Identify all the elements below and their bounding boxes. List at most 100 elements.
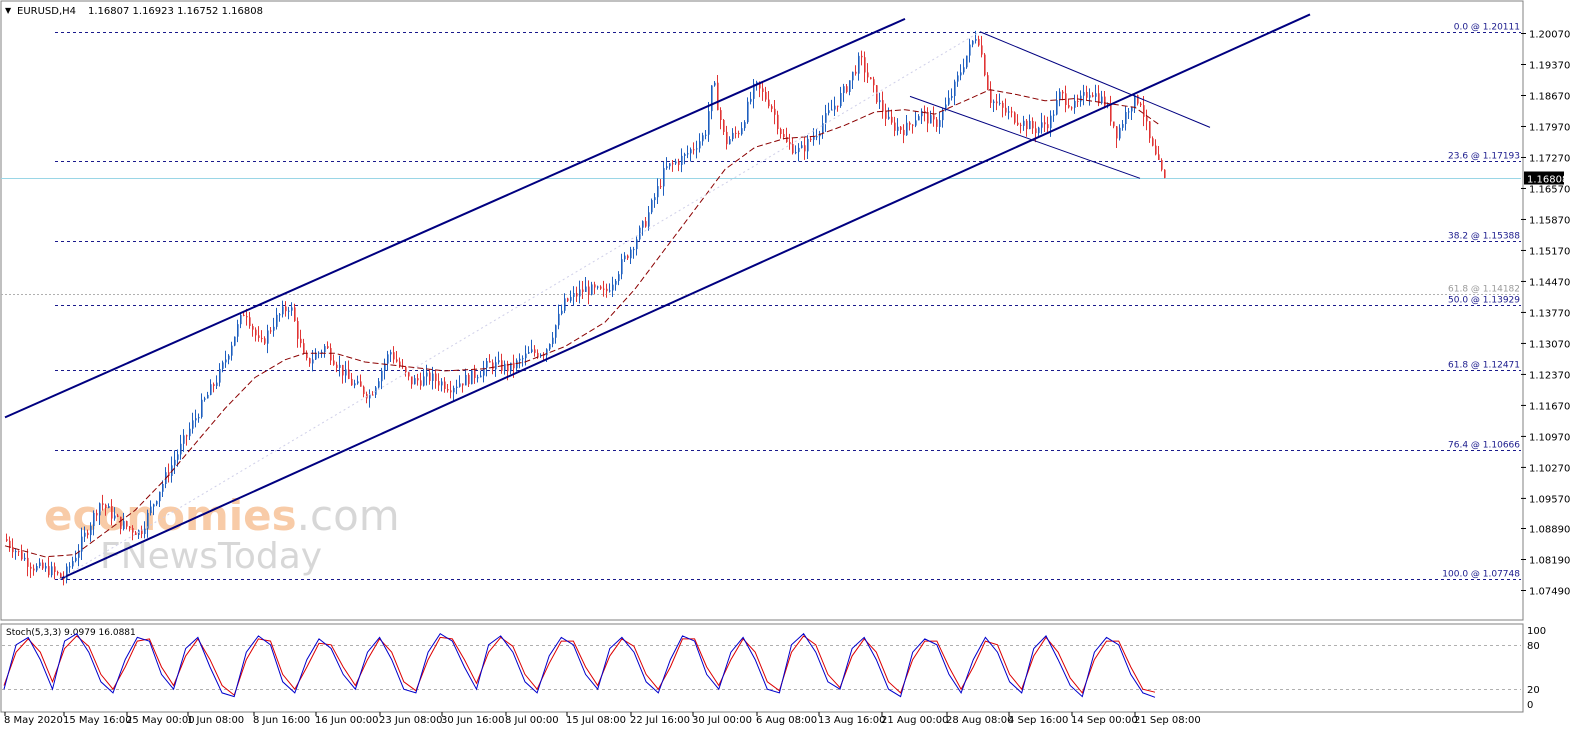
candle-body: [930, 115, 932, 124]
candle-body: [633, 249, 635, 251]
candle-body: [681, 155, 683, 165]
candle-body: [567, 298, 569, 301]
candle-body: [747, 101, 749, 123]
candle-body: [48, 566, 50, 576]
candle-body: [471, 370, 473, 385]
candle-body: [651, 200, 653, 213]
candle-body: [720, 110, 722, 120]
candle-body: [858, 55, 860, 74]
candle-body: [249, 317, 251, 327]
x-tick-label: 4 Sep 16:00: [1008, 715, 1068, 726]
candle-body: [357, 381, 359, 384]
candle-body: [411, 376, 413, 385]
candle-body: [6, 539, 8, 541]
candle-body: [789, 141, 791, 144]
candle-body: [429, 372, 431, 382]
trendlines-layer: [4, 13, 1311, 580]
candle-body: [18, 551, 20, 553]
x-tick-label: 1 Jun 08:00: [187, 715, 244, 726]
candle-body: [108, 506, 110, 508]
candle-body: [303, 343, 305, 354]
candle-body: [321, 352, 323, 354]
candle-body: [801, 145, 803, 148]
candle-body: [546, 349, 548, 356]
x-tick-label: 15 May 16:00: [63, 715, 132, 726]
candle-body: [1119, 127, 1121, 139]
candle-body: [93, 512, 95, 527]
candle-body: [843, 86, 845, 94]
candle-body: [162, 483, 164, 492]
candle-body: [390, 352, 392, 355]
candle-body: [195, 418, 197, 421]
candle-body: [273, 326, 275, 331]
candle-body: [90, 526, 92, 536]
candle-body: [957, 75, 959, 82]
candle-body: [279, 314, 281, 316]
candle-body: [1005, 107, 1007, 113]
fib-label: 0.0 @ 1.20111: [1454, 23, 1520, 33]
candle-body: [969, 44, 971, 56]
candle-body: [360, 381, 362, 387]
candle-body: [213, 384, 215, 386]
candle-body: [684, 154, 686, 156]
candle-body: [966, 55, 968, 68]
candle-body: [363, 386, 365, 395]
candle-body: [330, 348, 332, 361]
y-tick-label: 1.11670: [1529, 401, 1570, 412]
candle-body: [618, 274, 620, 281]
candle-body: [798, 147, 800, 153]
candle-body: [714, 82, 716, 86]
candle-body: [840, 93, 842, 107]
candle-body: [771, 106, 773, 109]
candle-body: [114, 515, 116, 519]
candle-body: [723, 119, 725, 132]
candle-body: [444, 381, 446, 390]
candle-body: [522, 358, 524, 360]
candle-body: [693, 149, 695, 151]
candle-body: [477, 377, 479, 379]
candle-body: [99, 503, 101, 516]
x-tick-label: 8 Jul 00:00: [505, 715, 559, 726]
candle-body: [978, 39, 980, 46]
candle-body: [849, 80, 851, 92]
down-channel-lower-line: [909, 95, 1141, 179]
candle-body: [831, 109, 833, 111]
candle-body: [1095, 93, 1097, 97]
candle-body: [234, 336, 236, 346]
candle-body: [222, 362, 224, 369]
candle-body: [804, 145, 806, 152]
candle-body: [210, 384, 212, 395]
stoch-tick-label: 20: [1527, 685, 1540, 696]
candle-body: [972, 40, 974, 45]
candle-body: [345, 369, 347, 376]
candle-body: [1002, 102, 1004, 108]
candle-body: [1164, 169, 1166, 178]
candle-body: [117, 515, 119, 517]
candle-body: [915, 120, 917, 126]
candle-body: [495, 362, 497, 370]
candle-body: [810, 138, 812, 140]
collapse-arrow-icon[interactable]: ▼: [5, 6, 12, 15]
candle-body: [795, 152, 797, 154]
candle-body: [924, 110, 926, 113]
candle-body: [894, 122, 896, 131]
candle-body: [645, 221, 647, 227]
candle-body: [1140, 103, 1142, 106]
candle-body: [597, 286, 599, 288]
candle-body: [78, 551, 80, 558]
candle-body: [465, 374, 467, 386]
y-tick-label: 1.09570: [1529, 494, 1570, 505]
candle-body: [354, 383, 356, 386]
fib-label: 23.6 @ 1.17193: [1448, 152, 1520, 162]
candle-body: [774, 108, 776, 115]
candle-body: [1035, 128, 1037, 134]
candle-body: [816, 136, 818, 138]
candle-body: [1044, 122, 1046, 125]
candle-body: [993, 101, 995, 103]
candle-body: [1161, 159, 1163, 170]
candle-body: [252, 326, 254, 330]
candle-body: [21, 551, 23, 560]
candle-body: [420, 380, 422, 386]
candle-body: [306, 353, 308, 359]
